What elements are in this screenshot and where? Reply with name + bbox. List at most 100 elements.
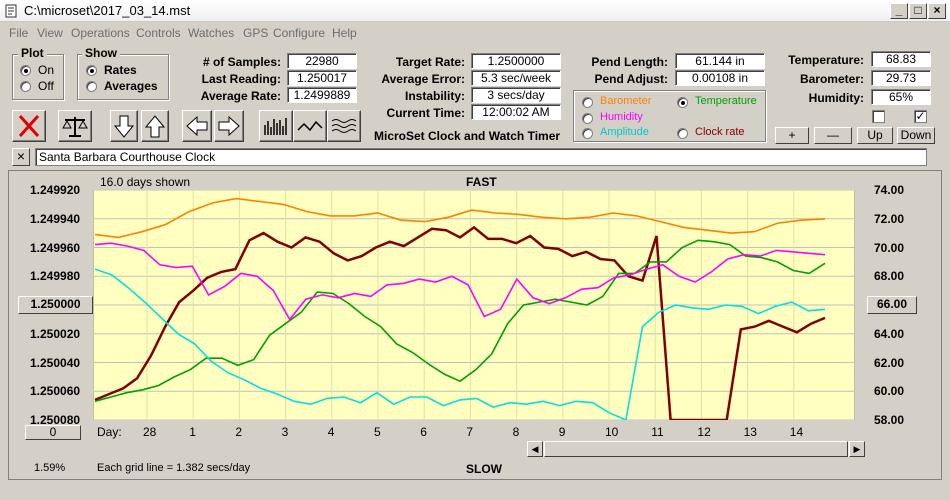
barometer-field: 29.73 — [871, 70, 931, 86]
barometer-option-label: Barometer — [600, 95, 652, 107]
scroll-left-button[interactable]: ◀ — [527, 441, 543, 457]
series-line-clock-rate — [94, 225, 826, 420]
scroll-right-button[interactable]: ▶ — [849, 441, 865, 457]
left-tick-label: 1.250020 — [30, 326, 81, 341]
series-line-barometer — [94, 197, 826, 239]
scale-down-button[interactable]: Down — [897, 127, 935, 144]
close-button[interactable]: × — [928, 3, 946, 19]
stop-button[interactable] — [12, 110, 46, 142]
move-up-button[interactable] — [141, 110, 169, 142]
right-tick-label: 74.00 — [874, 183, 905, 197]
series-line-amplitude — [94, 268, 826, 420]
menu-bar: File View Operations Controls Watches GP… — [0, 24, 950, 42]
scale-minus-button[interactable]: — — [814, 127, 852, 144]
humidity-field: 65% — [871, 89, 931, 105]
last-reading-field: 1.250017 — [287, 70, 357, 86]
balance-scale-icon — [62, 117, 88, 137]
days-shown-label: 16.0 days shown — [100, 175, 191, 189]
show-rates-radio[interactable] — [86, 65, 97, 76]
show-averages-radio[interactable] — [86, 81, 97, 92]
x-tick-label: 4 — [327, 425, 335, 439]
target-rate-field[interactable]: 1.2500000 — [471, 53, 561, 69]
temperature-radio[interactable] — [677, 97, 688, 108]
description-input[interactable]: Santa Barbara Courthouse Clock — [35, 148, 927, 166]
menu-view[interactable]: View — [37, 26, 63, 40]
current-time-field: 12:00:02 AM — [471, 104, 561, 120]
barometer-radio[interactable] — [582, 97, 593, 108]
maximize-button[interactable]: □ — [909, 3, 927, 19]
right-tick-label: 64.00 — [874, 326, 905, 341]
average-error-label: Average Error: — [381, 72, 465, 86]
plot-off-label: Off — [38, 79, 54, 93]
menu-gps[interactable]: GPS — [243, 26, 269, 40]
bar-graph-icon — [264, 118, 287, 135]
clear-description-button[interactable]: × — [12, 148, 30, 166]
percent-label: 1.59% — [34, 462, 66, 474]
plot-group-title: Plot — [18, 46, 47, 60]
plot-area[interactable] — [93, 190, 855, 420]
instability-label: Instability: — [404, 89, 465, 103]
show-group-title: Show — [82, 46, 120, 60]
close-x-icon — [18, 114, 40, 138]
move-down-button[interactable] — [110, 110, 138, 142]
move-left-button[interactable] — [182, 110, 212, 142]
menu-configure[interactable]: Configure — [273, 26, 326, 40]
x-tick-label: 6 — [420, 425, 427, 439]
menu-operations[interactable]: Operations — [71, 26, 130, 40]
left-tick-label: 1.250060 — [30, 384, 81, 399]
zero-button[interactable]: 0 — [25, 425, 81, 440]
plot-on-radio[interactable] — [20, 65, 31, 76]
app-icon — [5, 4, 17, 18]
plot-on-label: On — [38, 63, 55, 77]
multi-wave-icon — [331, 119, 357, 133]
balance-button[interactable] — [58, 110, 92, 142]
line-wave-icon — [297, 120, 323, 132]
scale-plus-button[interactable]: + — [775, 127, 809, 144]
series-line-temperature — [94, 239, 826, 403]
multi-line-button[interactable] — [327, 110, 361, 142]
slow-label: SLOW — [466, 462, 502, 476]
checkbox-right[interactable]: ✓ — [914, 109, 927, 123]
fast-label: FAST — [466, 175, 497, 189]
barometer-label: Barometer: — [799, 72, 864, 86]
x-tick-label: 12 — [697, 425, 711, 439]
grid-note-label: Each grid line = 1.382 secs/day — [97, 462, 251, 474]
plot-off-radio[interactable] — [20, 81, 31, 92]
arrow-left-icon — [186, 115, 208, 137]
x-tick-label: 10 — [605, 425, 619, 439]
left-center-value-button[interactable]: 1.250000 — [18, 296, 93, 314]
show-rates-label: Rates — [104, 63, 137, 77]
move-right-button[interactable] — [214, 110, 244, 142]
scroll-thumb[interactable] — [544, 441, 848, 457]
last-reading-label: Last Reading: — [201, 72, 281, 86]
clock-rate-radio[interactable] — [677, 128, 688, 139]
scale-up-button[interactable]: Up — [857, 127, 893, 144]
samples-field: 22980 — [287, 53, 357, 69]
average-error-field: 5.3 sec/week — [471, 70, 561, 86]
humidity-radio[interactable] — [582, 113, 593, 124]
bar-graph-button[interactable] — [259, 110, 293, 142]
left-tick-label: 1.249960 — [30, 240, 81, 255]
checkbox-left[interactable] — [872, 110, 885, 123]
humidity-label: Humidity: — [808, 91, 864, 105]
average-rate-label: Average Rate: — [200, 89, 281, 103]
line-graph-button[interactable] — [293, 110, 327, 142]
menu-watches[interactable]: Watches — [188, 26, 235, 40]
minimize-button[interactable]: _ — [890, 3, 908, 19]
pend-length-field[interactable]: 61.144 in — [675, 53, 765, 69]
menu-controls[interactable]: Controls — [136, 26, 181, 40]
x-tick-label: 3 — [281, 425, 289, 439]
average-rate-field: 1.2499889 — [287, 87, 357, 103]
left-tick-label: 1.249920 — [30, 183, 81, 197]
right-tick-label: 62.00 — [874, 355, 905, 370]
menu-help[interactable]: Help — [332, 26, 357, 40]
amplitude-radio[interactable] — [582, 128, 593, 139]
pend-adjust-label: Pend Adjust: — [594, 72, 668, 86]
right-tick-label: 60.00 — [874, 384, 905, 399]
right-center-value-button[interactable]: 66.00 — [867, 296, 917, 314]
show-averages-label: Averages — [104, 79, 158, 93]
temperature-option-label: Temperature — [695, 95, 757, 107]
plot-groupbox — [12, 54, 64, 100]
menu-file[interactable]: File — [9, 26, 29, 40]
temperature-field: 68.83 — [871, 51, 931, 67]
